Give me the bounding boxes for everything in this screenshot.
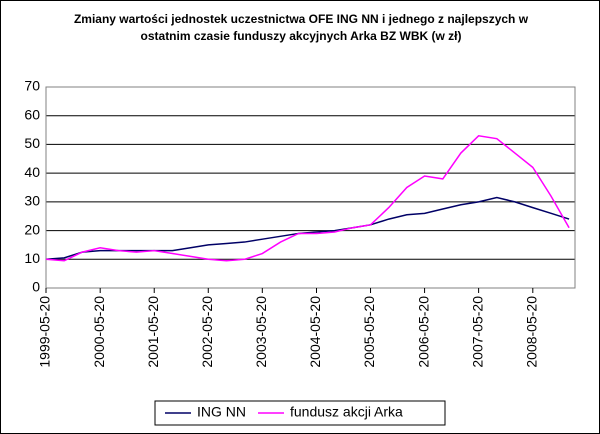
- x-tick-label: 2001-05-20: [145, 296, 161, 368]
- series-line: [45, 196, 570, 261]
- x-tick-label: 2003-05-20: [253, 296, 269, 368]
- legend-label: fundusz akcji Arka: [290, 404, 403, 420]
- legend-label: ING NN: [197, 404, 246, 420]
- y-tick-label: 0: [32, 279, 40, 295]
- plot-area: [45, 86, 576, 289]
- x-tick-label: 2002-05-20: [199, 296, 215, 368]
- x-tick-label: 1999-05-20: [37, 296, 53, 368]
- y-tick-label: 70: [24, 78, 40, 94]
- x-tick-label: 2006-05-20: [415, 296, 431, 368]
- x-tick-label: 2007-05-20: [469, 296, 485, 368]
- y-tick-label: 10: [24, 250, 40, 266]
- x-tick-label: 2008-05-20: [524, 296, 540, 368]
- x-tick-label: 2004-05-20: [307, 296, 323, 368]
- x-tick-label: 2005-05-20: [361, 296, 377, 368]
- y-tick-label: 60: [24, 106, 40, 122]
- y-tick-label: 30: [24, 193, 40, 209]
- y-tick-label: 50: [24, 135, 40, 151]
- y-tick-label: 40: [24, 164, 40, 180]
- series-line: [45, 135, 570, 262]
- chart-title: Zmiany wartości jednostek uczestnictwa O…: [73, 12, 529, 43]
- y-tick-label: 20: [24, 221, 40, 237]
- legend-box: [154, 400, 446, 426]
- x-tick-label: 2000-05-20: [91, 296, 107, 368]
